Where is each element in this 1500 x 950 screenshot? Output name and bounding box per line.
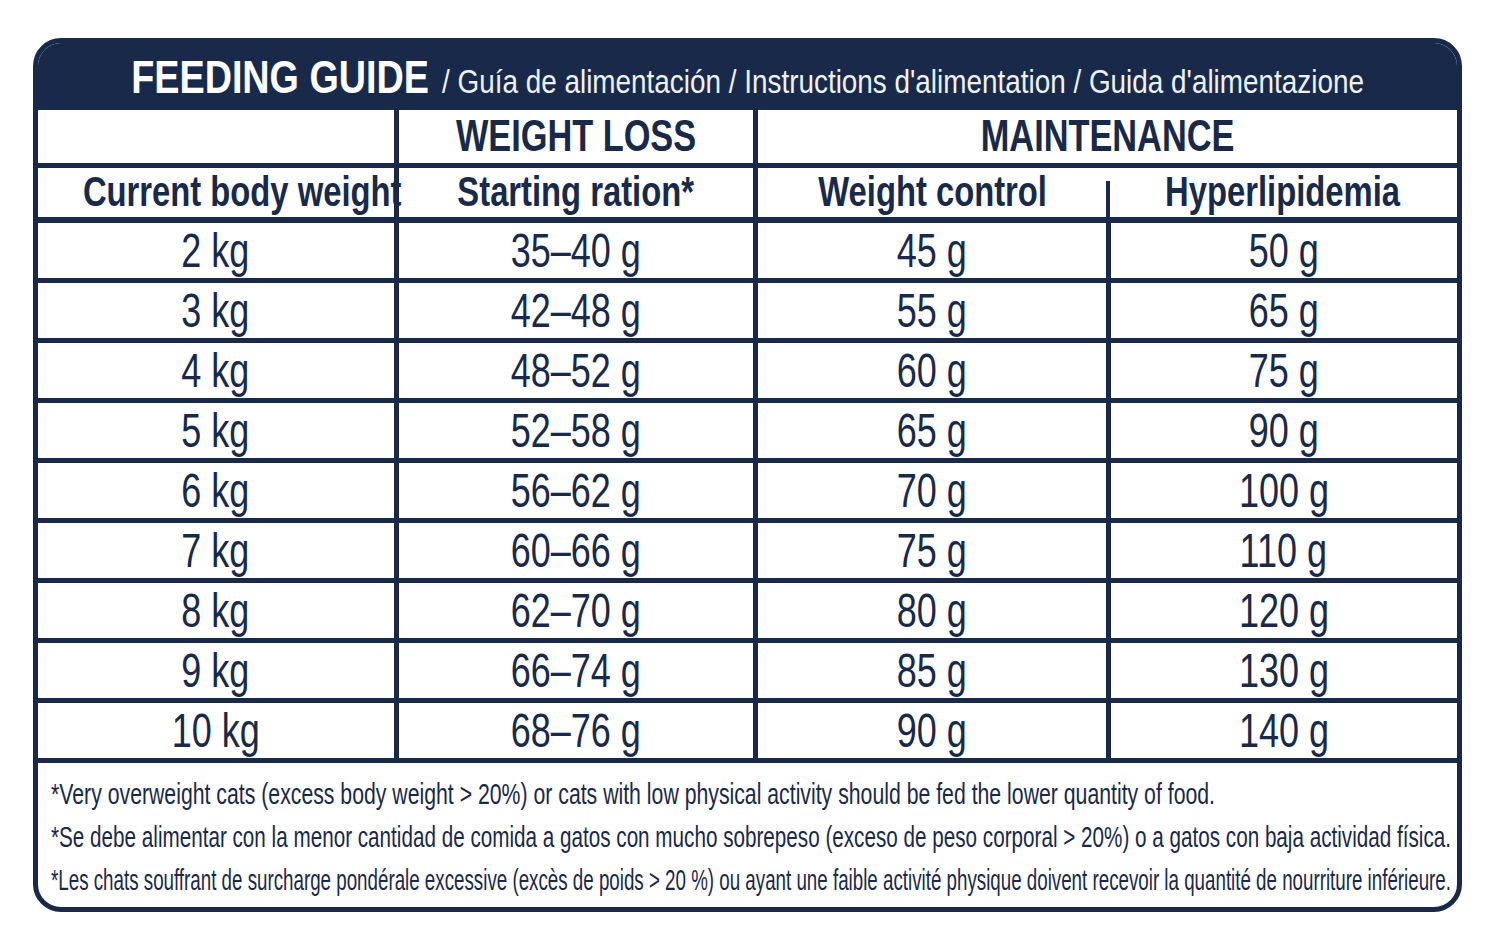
cell-starting-ration: 42–48 g (396, 281, 755, 341)
table-row: 10 kg 68–76 g 90 g 140 g (38, 701, 1457, 761)
feeding-guide-title: FEEDING GUIDE (131, 50, 429, 104)
cell-hyperlipidemia: 100 g (1108, 461, 1457, 521)
column-header-row: Current body weight Starting ration* Wei… (38, 165, 1457, 220)
feeding-table: WEIGHT LOSS MAINTENANCE Current body wei… (38, 110, 1457, 763)
cell-starting-ration: 35–40 g (396, 220, 755, 281)
group-header-row: WEIGHT LOSS MAINTENANCE (38, 110, 1457, 165)
title-group: FEEDING GUIDE / Guía de alimentación / I… (131, 50, 1364, 104)
cell-hyperlipidemia: 65 g (1108, 281, 1457, 341)
column-header-weight-control: Weight control (755, 165, 1108, 220)
cell-weight: 5 kg (38, 401, 396, 461)
cell-weight: 2 kg (38, 220, 396, 281)
footnote-es: *Se debe alimentar con la menor cantidad… (51, 815, 1457, 858)
cell-weight-control: 65 g (755, 401, 1108, 461)
cell-weight-control: 60 g (755, 341, 1108, 401)
cell-weight: 10 kg (38, 701, 396, 761)
cell-weight: 3 kg (38, 281, 396, 341)
column-header-starting-ration: Starting ration* (396, 165, 755, 220)
table-row: 8 kg 62–70 g 80 g 120 g (38, 581, 1457, 641)
footnote-fr: *Les chats souffrant de surcharge pondér… (51, 858, 1457, 901)
group-header-maintenance: MAINTENANCE (755, 110, 1457, 165)
cell-weight: 8 kg (38, 581, 396, 641)
feeding-guide-panel: FEEDING GUIDE / Guía de alimentación / I… (33, 38, 1462, 912)
cell-hyperlipidemia: 90 g (1108, 401, 1457, 461)
footnote-it: *I gatti molto in sovrappeso (peso in ec… (51, 901, 1457, 912)
feeding-guide-subtitle: / Guía de alimentación / Instructions d'… (442, 62, 1364, 101)
cell-weight: 7 kg (38, 521, 396, 581)
table-row: 2 kg 35–40 g 45 g 50 g (38, 220, 1457, 281)
cell-weight: 4 kg (38, 341, 396, 401)
cell-weight-control: 75 g (755, 521, 1108, 581)
column-header-hyperlipidemia: Hyperlipidemia (1108, 165, 1457, 220)
group-header-weight-loss: WEIGHT LOSS (396, 110, 755, 165)
cell-starting-ration: 56–62 g (396, 461, 755, 521)
cell-starting-ration: 68–76 g (396, 701, 755, 761)
cell-weight-control: 90 g (755, 701, 1108, 761)
cell-hyperlipidemia: 130 g (1108, 641, 1457, 701)
page: FEEDING GUIDE / Guía de alimentación / I… (0, 0, 1500, 950)
cell-weight: 9 kg (38, 641, 396, 701)
cell-starting-ration: 60–66 g (396, 521, 755, 581)
cell-weight-control: 85 g (755, 641, 1108, 701)
table-row: 3 kg 42–48 g 55 g 65 g (38, 281, 1457, 341)
cell-weight-control: 70 g (755, 461, 1108, 521)
cell-hyperlipidemia: 120 g (1108, 581, 1457, 641)
cell-weight-control: 80 g (755, 581, 1108, 641)
cell-weight-control: 45 g (755, 220, 1108, 281)
footnotes: *Very overweight cats (excess body weigh… (38, 763, 1457, 912)
cell-hyperlipidemia: 75 g (1108, 341, 1457, 401)
table-row: 9 kg 66–74 g 85 g 130 g (38, 641, 1457, 701)
cell-weight-control: 55 g (755, 281, 1108, 341)
cell-starting-ration: 66–74 g (396, 641, 755, 701)
table-row: 5 kg 52–58 g 65 g 90 g (38, 401, 1457, 461)
table-row: 4 kg 48–52 g 60 g 75 g (38, 341, 1457, 401)
footnote-en: *Very overweight cats (excess body weigh… (51, 772, 1457, 815)
cell-weight: 6 kg (38, 461, 396, 521)
table-row: 7 kg 60–66 g 75 g 110 g (38, 521, 1457, 581)
cell-starting-ration: 48–52 g (396, 341, 755, 401)
column-header-current-body-weight: Current body weight (38, 165, 396, 220)
cell-hyperlipidemia: 140 g (1108, 701, 1457, 761)
title-bar: FEEDING GUIDE / Guía de alimentación / I… (38, 43, 1457, 110)
group-header-empty (38, 110, 396, 165)
cell-hyperlipidemia: 110 g (1108, 521, 1457, 581)
cell-starting-ration: 62–70 g (396, 581, 755, 641)
cell-starting-ration: 52–58 g (396, 401, 755, 461)
table-row: 6 kg 56–62 g 70 g 100 g (38, 461, 1457, 521)
cell-hyperlipidemia: 50 g (1108, 220, 1457, 281)
